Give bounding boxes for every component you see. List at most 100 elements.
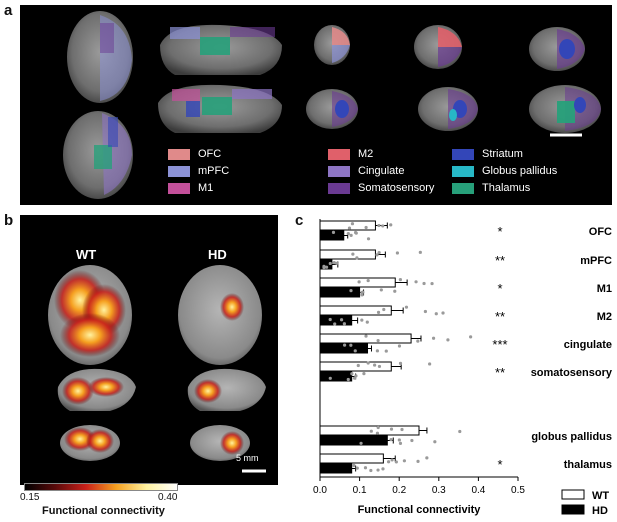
data-point bbox=[395, 251, 400, 255]
panel-a-letter: a bbox=[4, 2, 13, 19]
data-point bbox=[376, 425, 380, 430]
atlas-dorsal-view-2 bbox=[63, 111, 133, 199]
x-tick-label: 0.2 bbox=[392, 485, 406, 496]
x-axis-label: Functional connectivity bbox=[358, 504, 482, 516]
data-point bbox=[361, 290, 365, 294]
legend-label: OFC bbox=[198, 148, 222, 160]
wt-sagittal-map bbox=[57, 368, 136, 411]
panel-c-letter: c bbox=[295, 212, 304, 229]
data-point bbox=[356, 363, 360, 368]
legend-label: M2 bbox=[358, 148, 374, 160]
category-label: somatosensory bbox=[531, 367, 613, 379]
data-point bbox=[377, 223, 381, 228]
atlas-sagittal-view-2 bbox=[158, 84, 282, 133]
data-point bbox=[335, 261, 339, 265]
heatmap-scale-bar-label: 5 mm bbox=[236, 453, 259, 463]
data-point bbox=[400, 427, 404, 432]
legend-swatch-wt bbox=[561, 489, 585, 500]
category-label: mPFC bbox=[580, 255, 612, 267]
data-point bbox=[346, 232, 350, 236]
data-point bbox=[398, 361, 403, 365]
bar-hd bbox=[319, 435, 388, 446]
data-point bbox=[397, 438, 401, 442]
panel-b-letter: b bbox=[4, 212, 14, 229]
atlas-coronal-4 bbox=[306, 89, 358, 129]
legend-swatch bbox=[452, 182, 474, 194]
data-point bbox=[352, 376, 357, 380]
data-point bbox=[414, 280, 418, 284]
data-point bbox=[364, 225, 368, 230]
wt-dorsal-map bbox=[48, 265, 132, 365]
x-tick-label: 0.3 bbox=[432, 485, 446, 496]
bar-wt bbox=[319, 249, 376, 260]
x-tick-label: 0.0 bbox=[313, 485, 327, 496]
data-point bbox=[425, 456, 429, 460]
data-point bbox=[369, 429, 373, 433]
atlas-coronal-6 bbox=[529, 85, 601, 133]
data-point bbox=[349, 343, 353, 347]
hd-coronal-map bbox=[190, 425, 250, 461]
bar-wt bbox=[319, 453, 384, 464]
data-point bbox=[386, 460, 391, 464]
data-point bbox=[351, 252, 355, 256]
data-point bbox=[342, 322, 346, 326]
data-point bbox=[366, 237, 371, 241]
data-point bbox=[357, 280, 361, 284]
colorbar-min-label: 0.15 bbox=[20, 492, 40, 503]
data-point bbox=[377, 251, 381, 255]
bar-wt bbox=[319, 305, 392, 316]
data-point bbox=[322, 265, 326, 270]
data-point bbox=[365, 320, 369, 324]
connectivity-bar-chart: 0.0 0.1 0.2 0.3 0.4 0.5 Functional connectivit… bbox=[313, 219, 613, 517]
data-point bbox=[376, 338, 380, 343]
data-point bbox=[376, 468, 380, 472]
data-point bbox=[353, 349, 357, 353]
data-point bbox=[416, 459, 420, 464]
data-point bbox=[434, 312, 438, 316]
data-point bbox=[349, 233, 353, 238]
data-point bbox=[324, 265, 329, 269]
data-point bbox=[350, 222, 355, 226]
data-point bbox=[354, 374, 358, 378]
atlas-legend-item: Globus pallidus bbox=[452, 165, 557, 177]
wt-coronal-map bbox=[60, 425, 120, 461]
data-point bbox=[328, 376, 332, 380]
legend-swatch bbox=[328, 182, 350, 194]
data-point bbox=[404, 305, 409, 309]
legend-label-wt: WT bbox=[592, 490, 609, 502]
atlas-legend-item: Striatum bbox=[452, 148, 523, 160]
legend-swatch-hd bbox=[561, 504, 585, 515]
bar-hd bbox=[319, 287, 361, 298]
data-point bbox=[366, 361, 370, 365]
data-point bbox=[402, 459, 407, 463]
atlas-brain-images bbox=[63, 11, 601, 199]
bar-hd bbox=[319, 463, 353, 474]
atlas-coronal-3 bbox=[529, 27, 585, 71]
data-point bbox=[416, 339, 420, 343]
data-point bbox=[364, 334, 368, 338]
data-point bbox=[355, 256, 359, 260]
data-point bbox=[433, 440, 437, 444]
atlas-legend-item: Cingulate bbox=[328, 165, 404, 177]
significance-marker: ** bbox=[495, 365, 505, 380]
data-point bbox=[360, 293, 364, 297]
data-point bbox=[418, 250, 422, 254]
wt-group-label: WT bbox=[76, 247, 97, 262]
data-point bbox=[446, 338, 450, 342]
bar-wt bbox=[319, 425, 420, 436]
x-tick-label: 0.1 bbox=[353, 485, 367, 496]
data-point bbox=[369, 468, 373, 473]
legend-swatch bbox=[168, 182, 190, 194]
data-point bbox=[363, 466, 368, 470]
legend-label: Somatosensory bbox=[358, 182, 435, 194]
data-point bbox=[441, 311, 445, 315]
atlas-coronal-1 bbox=[314, 25, 350, 65]
atlas-dorsal-view-1 bbox=[67, 11, 133, 103]
data-point bbox=[376, 310, 381, 314]
data-point bbox=[384, 349, 388, 353]
legend-swatch bbox=[452, 165, 474, 177]
data-point bbox=[381, 467, 385, 471]
data-point bbox=[366, 278, 370, 283]
panel-a-atlas: OFC mPFC M1 M2 Cingulate Somatosensory Striatu… bbox=[20, 5, 612, 205]
legend-swatch bbox=[328, 165, 350, 177]
